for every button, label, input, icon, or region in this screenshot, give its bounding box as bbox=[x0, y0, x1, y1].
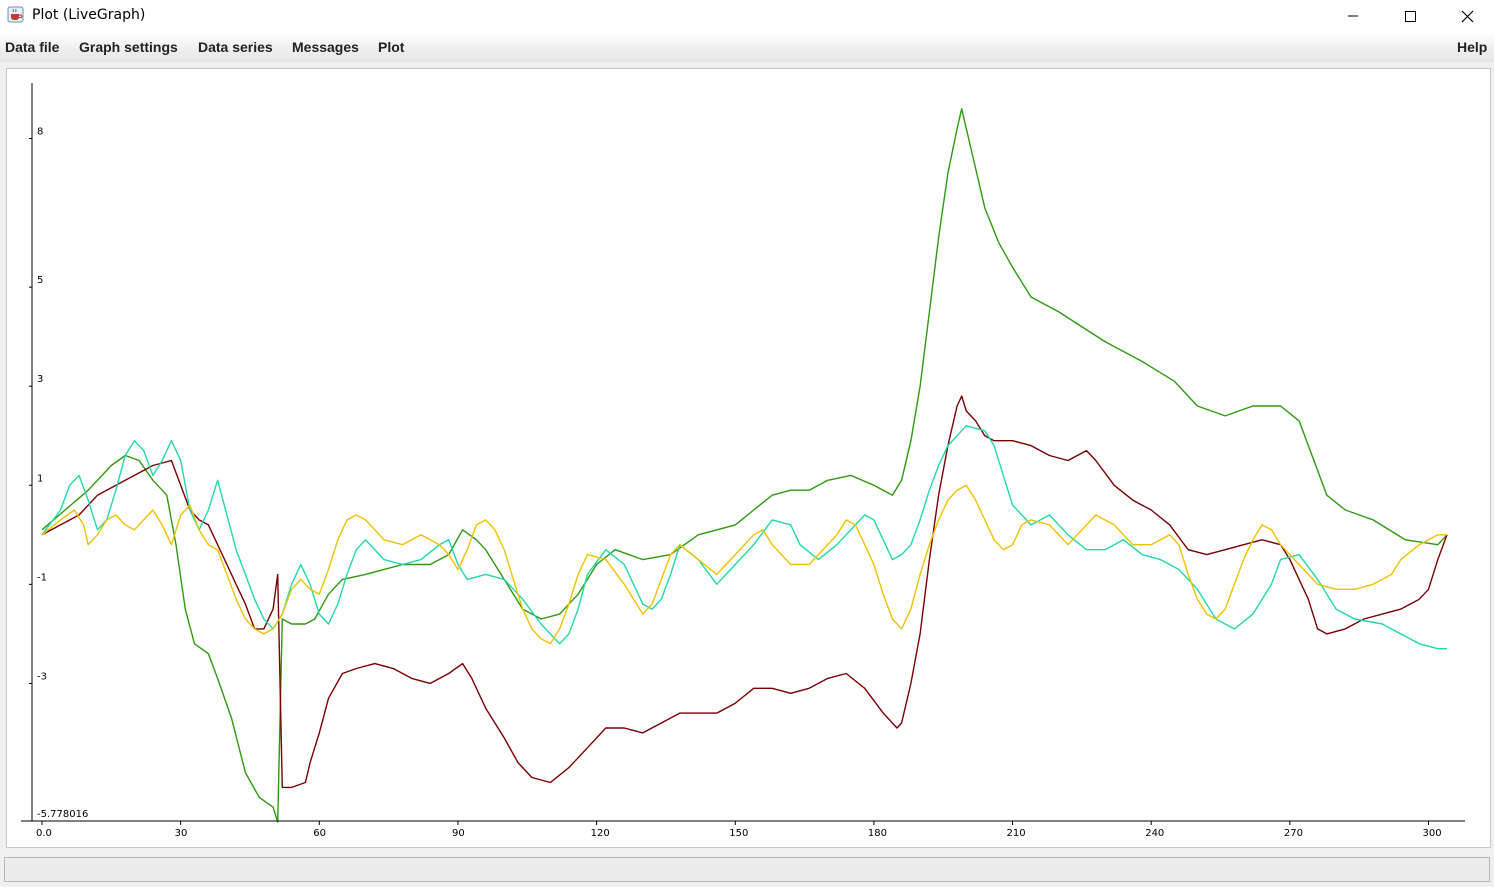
x-tick-label: 90 bbox=[452, 828, 465, 839]
menu-help[interactable]: Help bbox=[1457, 39, 1488, 55]
data-series-line-4 bbox=[41, 484, 1447, 645]
minimize-button[interactable] bbox=[1324, 0, 1382, 32]
close-icon bbox=[1461, 10, 1473, 22]
title-bar: Plot (LiveGraph) bbox=[0, 0, 1494, 32]
x-tick-label: 60 bbox=[313, 828, 326, 839]
x-tick-label: 180 bbox=[868, 828, 887, 839]
menu-bar: Data file Graph settings Data series Mes… bbox=[0, 32, 1494, 62]
x-tick-label: 150 bbox=[729, 828, 748, 839]
java-coffee-icon bbox=[7, 6, 24, 23]
minimize-icon bbox=[1348, 15, 1358, 17]
menu-plot[interactable]: Plot bbox=[378, 39, 405, 55]
x-tick-label: 0.0 bbox=[36, 828, 52, 839]
y-tick-label: 1 bbox=[37, 473, 43, 484]
data-series-line-2 bbox=[41, 395, 1448, 789]
x-tick-label: 30 bbox=[175, 828, 188, 839]
data-series-line-1 bbox=[41, 108, 1448, 823]
data-series-line-3 bbox=[41, 425, 1447, 650]
y-tick-label: 3 bbox=[37, 374, 43, 385]
close-button[interactable] bbox=[1438, 0, 1494, 32]
x-tick-label: 120 bbox=[591, 828, 610, 839]
x-tick-label: 270 bbox=[1284, 828, 1303, 839]
y-tick-label: -1 bbox=[37, 572, 47, 583]
menu-data-series[interactable]: Data series bbox=[198, 39, 273, 55]
menu-graph-settings[interactable]: Graph settings bbox=[79, 39, 178, 55]
status-bar bbox=[4, 857, 1490, 882]
y-tick-label: -5.778016 bbox=[37, 809, 88, 820]
line-chart: 0.0 30 60 90 120 150 180 210 240 270 300 8 5 3 1 -1 -3 -5… bbox=[21, 83, 1465, 839]
x-tick-label: 240 bbox=[1145, 828, 1164, 839]
menu-data-file[interactable]: Data file bbox=[5, 39, 60, 55]
y-tick-label: 5 bbox=[37, 275, 43, 286]
x-tick-label: 300 bbox=[1423, 828, 1442, 839]
y-tick-label: -3 bbox=[37, 671, 47, 682]
window-title: Plot (LiveGraph) bbox=[32, 7, 146, 23]
menu-messages[interactable]: Messages bbox=[292, 39, 359, 55]
maximize-icon bbox=[1404, 10, 1416, 22]
maximize-button[interactable] bbox=[1381, 0, 1439, 32]
plot-panel: 0.0 30 60 90 120 150 180 210 240 270 300 8 5 3 1 -1 -3 -5… bbox=[6, 68, 1491, 848]
y-tick-label: 8 bbox=[37, 127, 43, 138]
x-tick-label: 210 bbox=[1007, 828, 1026, 839]
